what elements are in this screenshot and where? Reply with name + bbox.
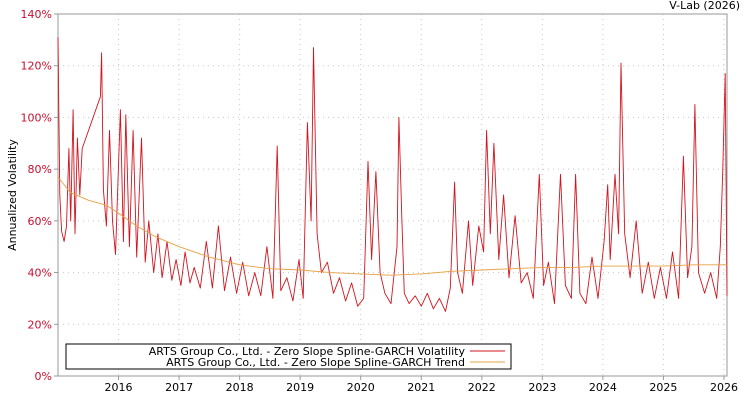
- grid: [58, 14, 727, 376]
- x-tick-label: 2023: [528, 381, 556, 394]
- y-tick-label: 40%: [28, 267, 52, 280]
- x-tick-label: 2022: [468, 381, 496, 394]
- x-tick-label: 2021: [407, 381, 435, 394]
- x-tick-label: 2024: [589, 381, 617, 394]
- x-tick-label: 2020: [347, 381, 375, 394]
- plot-frame: [57, 13, 728, 377]
- y-tick-label: 140%: [21, 8, 52, 21]
- legend-label-trend: ARTS Group Co., Ltd. - Zero Slope Spline…: [166, 356, 465, 369]
- x-tick-label: 2018: [226, 381, 254, 394]
- x-tick-label: 2019: [286, 381, 314, 394]
- y-axis: 0% 20% 40% 60% 80% 100% 120% 140%: [21, 8, 58, 383]
- x-tick-label: 2026: [710, 381, 738, 394]
- y-tick-label: 120%: [21, 60, 52, 73]
- credit-text: V-Lab (2026): [669, 0, 740, 12]
- y-axis-label: Annualized Volatility: [6, 139, 19, 251]
- legend-box: [65, 343, 512, 370]
- x-tick-label: 2017: [165, 381, 193, 394]
- y-tick-label: 80%: [28, 163, 52, 176]
- legend-label-volatility: ARTS Group Co., Ltd. - Zero Slope Spline…: [149, 345, 466, 358]
- x-axis: 2016 2017 2018 2019 2020 2021 2022 2023 2024 2025…: [105, 376, 738, 394]
- y-tick-label: 60%: [28, 215, 52, 228]
- legend: ARTS Group Co., Ltd. - Zero Slope Spline…: [65, 343, 512, 370]
- y-tick-label: 0%: [35, 370, 52, 383]
- y-tick-label: 100%: [21, 111, 52, 124]
- series-line-volatility: [57, 37, 728, 312]
- series-line-trend: [57, 176, 727, 276]
- y-tick-label: 20%: [28, 318, 52, 331]
- x-tick-label: 2025: [649, 381, 677, 394]
- series-layer: [57, 37, 728, 312]
- x-tick-label: 2016: [105, 381, 133, 394]
